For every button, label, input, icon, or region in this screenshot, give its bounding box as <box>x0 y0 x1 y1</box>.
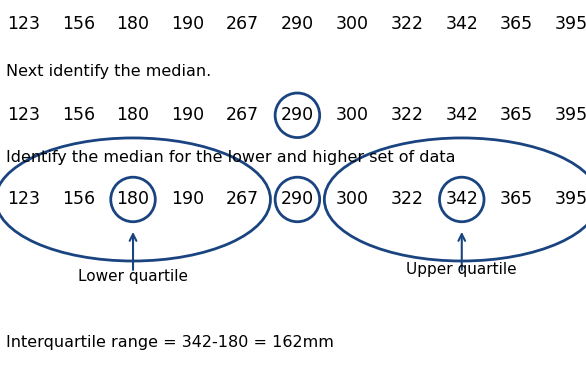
Text: 290: 290 <box>281 106 314 124</box>
Text: 123: 123 <box>7 15 40 33</box>
Text: Next identify the median.: Next identify the median. <box>6 64 211 79</box>
Text: Identify the median for the lower and higher set of data: Identify the median for the lower and hi… <box>6 150 455 165</box>
Text: 395: 395 <box>555 190 586 209</box>
Text: Lower quartile: Lower quartile <box>78 269 188 284</box>
Text: 156: 156 <box>62 15 95 33</box>
Text: 267: 267 <box>226 106 259 124</box>
Text: 156: 156 <box>62 106 95 124</box>
Text: 365: 365 <box>500 106 533 124</box>
Text: 290: 290 <box>281 15 314 33</box>
Text: 395: 395 <box>555 15 586 33</box>
Text: 180: 180 <box>117 15 149 33</box>
Text: 365: 365 <box>500 15 533 33</box>
Text: 190: 190 <box>171 15 205 33</box>
Text: 342: 342 <box>445 190 478 209</box>
Text: 267: 267 <box>226 15 259 33</box>
Text: Interquartile range = 342-180 = 162mm: Interquartile range = 342-180 = 162mm <box>6 335 334 350</box>
Text: 267: 267 <box>226 190 259 209</box>
Text: 190: 190 <box>171 190 205 209</box>
Text: 365: 365 <box>500 190 533 209</box>
Text: 123: 123 <box>7 106 40 124</box>
Text: 123: 123 <box>7 190 40 209</box>
Text: 156: 156 <box>62 190 95 209</box>
Text: 322: 322 <box>390 106 424 124</box>
Text: 342: 342 <box>445 15 478 33</box>
Text: 290: 290 <box>281 190 314 209</box>
Text: 180: 180 <box>117 190 149 209</box>
Text: 300: 300 <box>336 106 369 124</box>
Text: 342: 342 <box>445 106 478 124</box>
Text: 322: 322 <box>390 15 424 33</box>
Text: 180: 180 <box>117 106 149 124</box>
Text: 300: 300 <box>336 15 369 33</box>
Text: Upper quartile: Upper quartile <box>407 262 517 276</box>
Text: 300: 300 <box>336 190 369 209</box>
Text: 322: 322 <box>390 190 424 209</box>
Text: 190: 190 <box>171 106 205 124</box>
Text: 395: 395 <box>555 106 586 124</box>
